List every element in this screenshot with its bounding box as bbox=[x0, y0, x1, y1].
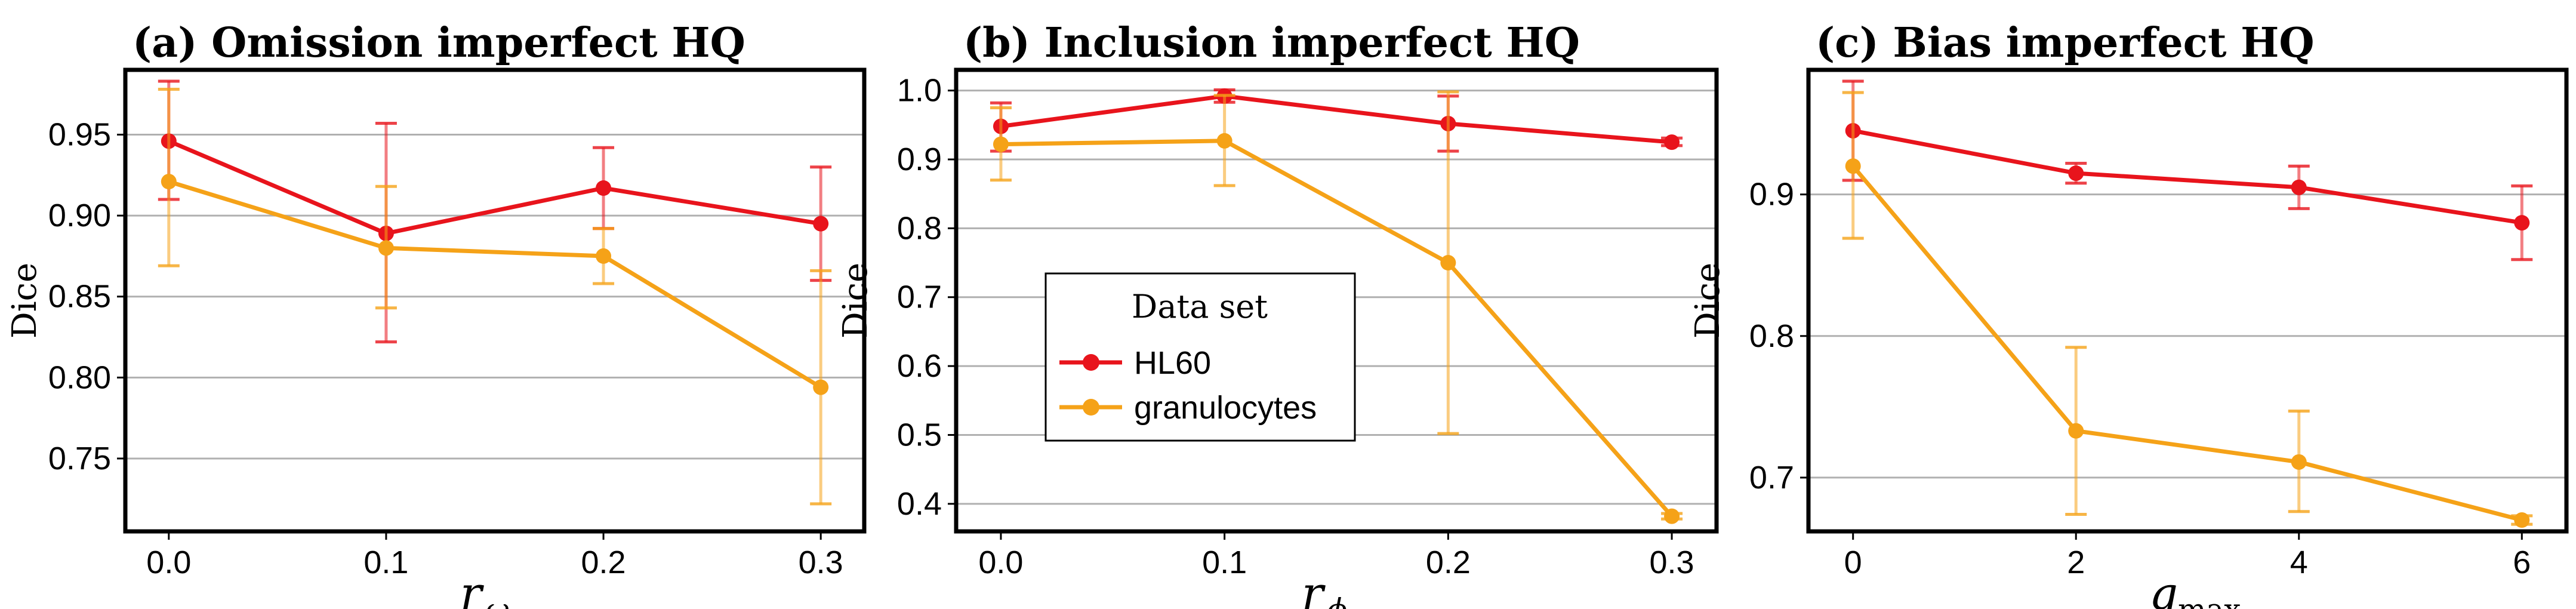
p0-xtick-label: 0.1 bbox=[363, 545, 408, 580]
p1-xtick-label: 0.3 bbox=[1650, 545, 1694, 580]
p1-ytick-label: 0.5 bbox=[897, 417, 942, 453]
p1-series-granulocytes-point bbox=[1216, 133, 1232, 149]
chart-panels: 0.750.800.850.900.950.0 0.1 0.2 0.3(a) Omis… bbox=[5, 19, 2569, 609]
legend-label-hl60: HL60 bbox=[1134, 345, 1211, 381]
p1-xlabel: r bbox=[1302, 567, 1326, 609]
p2-ytick-label: 0.9 bbox=[1749, 177, 1794, 213]
p2-xtick-label: 4 bbox=[2290, 545, 2308, 580]
p0-series-hl60-line bbox=[168, 139, 821, 236]
p2-series-granulocytes-point bbox=[1845, 158, 1861, 174]
p1-ytick-label: 1.0 bbox=[897, 73, 942, 109]
p2-xlabel-subscript: max bbox=[2178, 592, 2241, 609]
p0-xtick-label: 0.3 bbox=[799, 545, 843, 580]
p1-series-granulocytes-point bbox=[1440, 255, 1456, 271]
p1-xlabel-subscript: ϕ bbox=[1327, 592, 1347, 609]
p2-xtick-label: 6 bbox=[2513, 545, 2531, 580]
chart-panel-2: 0.7 0.8 0.9 0 2 4 6 (c) Bias imperfect HQ Dice qm… bbox=[1688, 19, 2569, 609]
p1-series-granulocytes-line bbox=[1000, 139, 1674, 518]
p1-ytick-label: 0.6 bbox=[897, 348, 942, 384]
legend: Data set HL60 granulocytes bbox=[1044, 272, 1356, 442]
p1-ylabel: Dice bbox=[836, 263, 875, 339]
p0-xtick-label: 0.0 bbox=[146, 545, 191, 580]
p2-series-granulocytes-point bbox=[2514, 512, 2530, 528]
p1-xtick-label: 0.1 bbox=[1202, 545, 1247, 580]
p1-ytick-label: 0.4 bbox=[897, 486, 942, 522]
p0-ytick-label: 0.90 bbox=[48, 198, 111, 233]
chart-panel-1: 0.4 0.5 0.6 0.7 0.8 0.9 1.0 0.0 0.1 0.2 0.3 (b) Inc… bbox=[836, 19, 1719, 609]
p1-title: (b) Inclusion imperfect HQ bbox=[963, 19, 1580, 67]
p1-ytick-label: 0.9 bbox=[897, 142, 942, 177]
p2-title: (c) Bias imperfect HQ bbox=[1816, 19, 2315, 67]
p0-ytick-label: 0.80 bbox=[48, 359, 111, 395]
p0-title: (a) Omission imperfect HQ bbox=[133, 19, 745, 67]
p2-series-hl60-point bbox=[2068, 165, 2084, 182]
p1-series-granulocytes-point bbox=[993, 136, 1009, 152]
p0-series-hl60-point bbox=[596, 180, 612, 196]
p2-ytick-label: 0.8 bbox=[1749, 318, 1794, 354]
p0-ylabel: Dice bbox=[5, 263, 44, 339]
p0-xlabel: r bbox=[460, 567, 485, 609]
p0-xlabel-subscript: ω bbox=[485, 592, 510, 609]
p2-xtick-label: 2 bbox=[2067, 545, 2085, 580]
p0-ytick-label: 0.85 bbox=[48, 279, 111, 315]
p0-series-granulocytes-point bbox=[161, 174, 177, 190]
p1-xtick-label: 0.0 bbox=[978, 545, 1023, 580]
p1-series-hl60-point bbox=[1664, 134, 1680, 150]
p0-series-granulocytes-point bbox=[378, 240, 394, 256]
p1-xtick-label: 0.2 bbox=[1426, 545, 1471, 580]
p0-series-granulocytes-line bbox=[168, 179, 822, 389]
p2-series-hl60-line bbox=[1853, 128, 2522, 225]
p0-series-granulocytes-point bbox=[596, 248, 612, 264]
p2-series-granulocytes-point bbox=[2291, 454, 2307, 470]
p1-frame bbox=[954, 67, 1719, 534]
legend-title: Data set bbox=[1132, 288, 1268, 325]
p2-series-hl60-point bbox=[2514, 215, 2530, 231]
p0-ytick-label: 0.95 bbox=[48, 116, 111, 152]
p2-ytick-label: 0.7 bbox=[1749, 460, 1794, 496]
p1-series-granulocytes-point bbox=[1664, 508, 1680, 524]
legend-marker-hl60 bbox=[1083, 354, 1099, 371]
chart-panel-0: 0.75 0.80 0.85 0.90 0.95 0.0 0.1 0.2 0.3 (a) Omis… bbox=[5, 19, 867, 609]
p0-series-granulocytes-point bbox=[813, 379, 829, 395]
p0-ytick-label: 0.75 bbox=[48, 441, 111, 476]
legend-label-granulocytes: granulocytes bbox=[1134, 390, 1317, 426]
p2-series-hl60-point bbox=[2291, 179, 2307, 195]
p2-xlabel: q bbox=[2149, 567, 2178, 609]
p1-ytick-label: 0.8 bbox=[897, 210, 942, 246]
p2-xtick-label: 0 bbox=[1844, 545, 1862, 580]
legend-marker-granulocytes bbox=[1083, 399, 1099, 416]
p2-frame bbox=[1806, 67, 2569, 534]
p0-frame bbox=[123, 67, 867, 534]
p0-xtick-label: 0.2 bbox=[581, 545, 626, 580]
p2-ylabel: Dice bbox=[1688, 263, 1727, 339]
p1-series-hl60-line bbox=[1000, 94, 1672, 144]
p1-ytick-label: 0.7 bbox=[897, 279, 942, 315]
p0-series-hl60-point bbox=[813, 216, 829, 232]
p2-series-granulocytes-line bbox=[1851, 164, 2523, 522]
p2-series-granulocytes-point bbox=[2068, 423, 2084, 439]
